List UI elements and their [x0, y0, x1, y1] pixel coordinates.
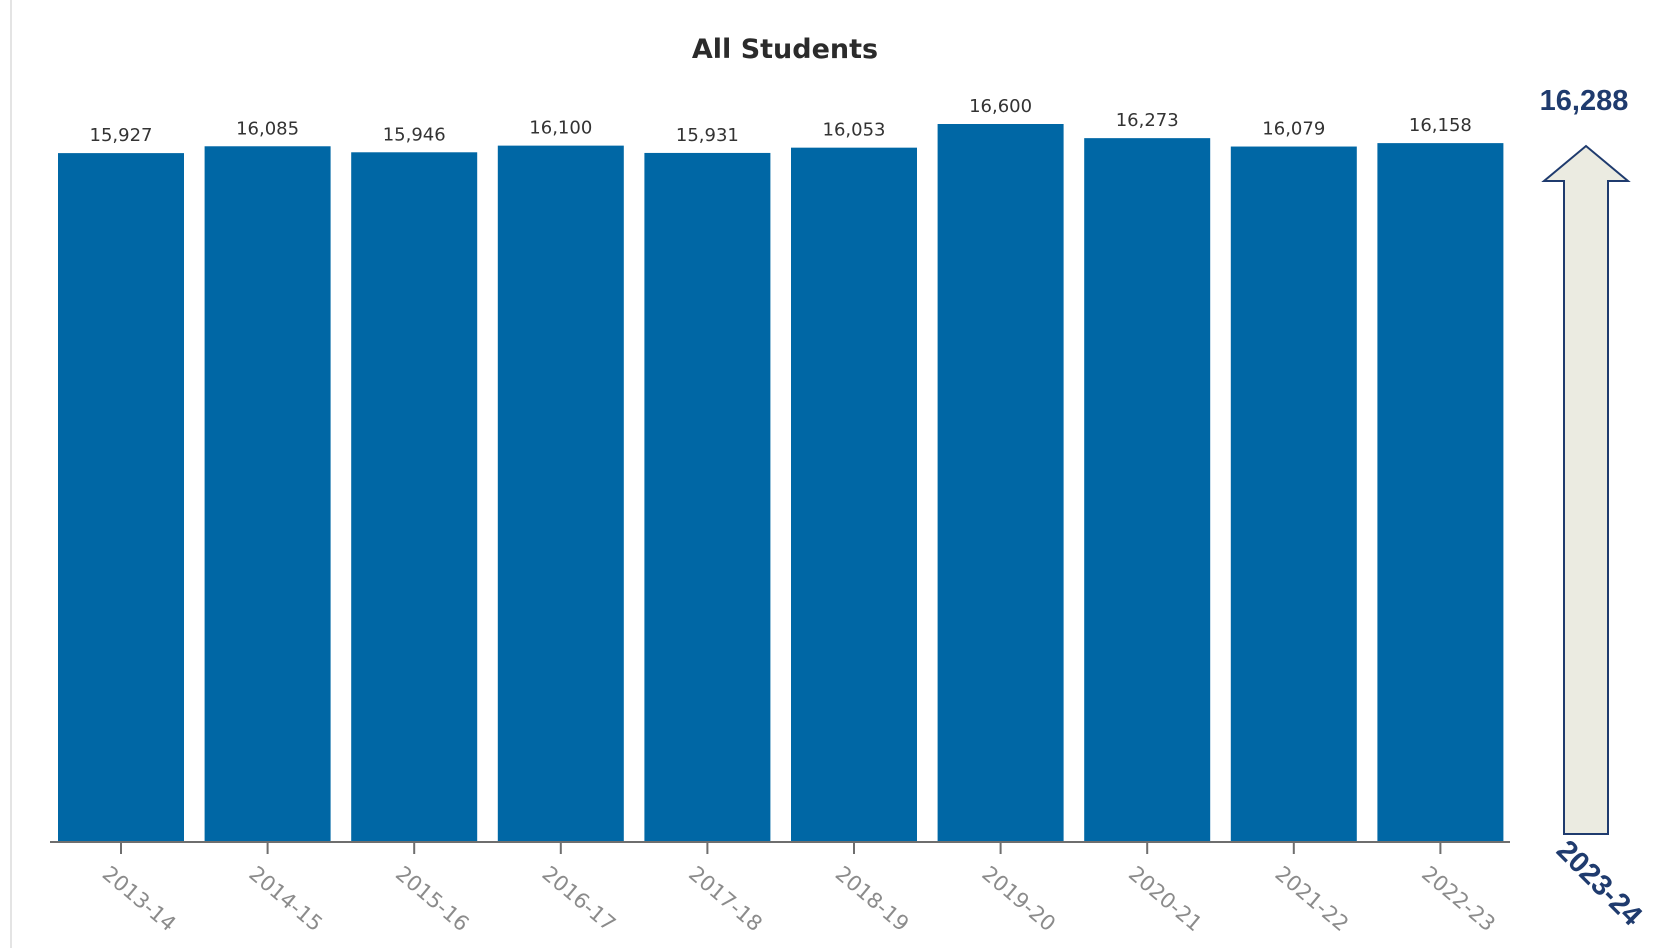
bar-value-label: 16,053 [823, 120, 886, 141]
projection-value: 16,288 [1540, 85, 1629, 117]
x-tick-label: 2015-16 [391, 861, 474, 936]
x-tick-label: 2014-15 [244, 861, 327, 936]
bar-2019-20 [937, 124, 1064, 842]
projection-arrow-icon [1541, 144, 1631, 835]
bar-2018-19 [791, 147, 917, 842]
bar-value-label: 16,600 [969, 96, 1032, 117]
bar-2021-22 [1230, 146, 1357, 843]
bar-value-label: 15,946 [383, 124, 446, 145]
x-tick-label: 2013-14 [98, 861, 181, 936]
x-tick-label: 2022-23 [1417, 861, 1500, 936]
bar-value-label: 16,100 [529, 118, 592, 139]
bar-value-label: 16,273 [1116, 110, 1179, 131]
bar-2014-15 [204, 146, 331, 843]
bar-2016-17 [497, 145, 624, 842]
chart-title: All Students [692, 34, 878, 65]
x-tick-label: 2017-18 [684, 861, 767, 936]
projection-callout: 16,288 2023-24 [1540, 85, 1648, 932]
bar-2022-23 [1377, 143, 1504, 843]
left-border [10, 0, 12, 948]
x-tick-label: 2018-19 [831, 861, 914, 936]
bar-2015-16 [351, 152, 478, 842]
bar-value-label: 16,085 [236, 118, 299, 139]
bars-layer: 15,927 16,085 15,946 16,100 15,931 16,053 16,6… [58, 96, 1504, 843]
x-tick-label: 2016-17 [538, 861, 621, 936]
bar-value-label: 16,158 [1409, 115, 1472, 136]
projection-year: 2023-24 [1550, 834, 1648, 932]
x-ticks-layer: 2013-14 2014-15 2015-16 2016-17 2017-18 2018-… [98, 842, 1500, 936]
x-tick-label: 2021-22 [1271, 861, 1354, 936]
bar-value-label: 15,927 [90, 125, 153, 146]
bar-2020-21 [1084, 138, 1211, 842]
bar-value-label: 16,079 [1262, 119, 1325, 140]
bar-2017-18 [644, 152, 771, 842]
bar-value-label: 15,931 [676, 125, 739, 146]
bar-2013-14 [58, 153, 184, 843]
x-tick-label: 2020-21 [1124, 861, 1207, 936]
x-tick-label: 2019-20 [977, 861, 1060, 936]
